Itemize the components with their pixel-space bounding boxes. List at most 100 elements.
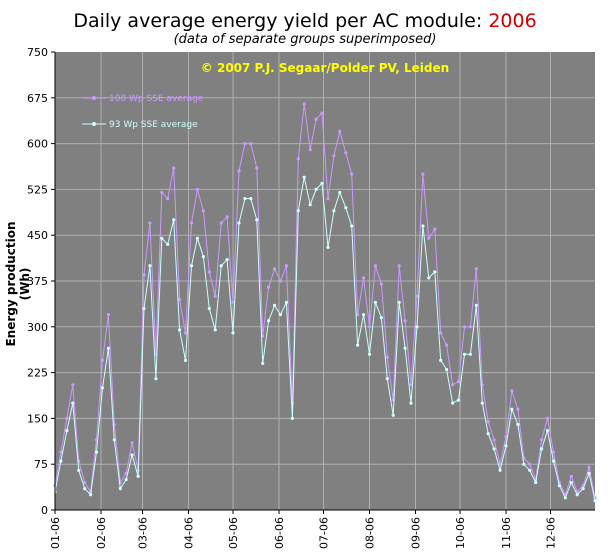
data-point-0 (249, 142, 253, 146)
data-point-1 (569, 480, 573, 485)
data-point-0 (468, 325, 472, 329)
data-point-0 (587, 465, 591, 469)
data-point-0 (166, 197, 170, 201)
copyright-text: © 2007 P.J. Segaar/Polder PV, Leiden (201, 61, 449, 75)
data-point-0 (172, 166, 176, 170)
data-point-0 (278, 279, 283, 283)
data-point-0 (462, 325, 467, 329)
data-point-1 (403, 346, 407, 350)
data-point-0 (195, 187, 199, 191)
data-point-1 (106, 346, 110, 350)
chart-title-year: 2006 (488, 10, 537, 32)
chart-title-text: Daily average energy yield per AC module… (73, 10, 489, 32)
data-point-1 (587, 471, 591, 475)
data-point-0 (433, 227, 437, 231)
data-point-0 (415, 294, 419, 298)
data-point-0 (528, 462, 532, 466)
data-point-1 (261, 361, 265, 365)
data-point-1 (397, 300, 401, 304)
y-tick-label: 75 (34, 458, 48, 471)
data-point-1 (563, 496, 567, 500)
data-point-1 (433, 270, 437, 274)
data-point-1 (385, 377, 389, 381)
data-point-1 (338, 190, 342, 195)
data-point-1 (118, 487, 122, 491)
data-point-1 (480, 401, 484, 405)
legend-label-93: 93 Wp SSE average (109, 120, 198, 130)
data-point-1 (296, 209, 300, 213)
data-point-1 (290, 416, 294, 420)
y-tick-label: 300 (27, 321, 48, 334)
data-point-0 (427, 236, 431, 240)
data-point-0 (255, 166, 259, 170)
series-line-0 (54, 103, 596, 498)
data-point-1 (308, 203, 312, 207)
x-tick-label: 08-06 (364, 517, 377, 549)
data-point-1 (178, 328, 182, 332)
series-layer (53, 102, 597, 503)
data-point-0 (356, 313, 360, 317)
data-point-1 (581, 487, 585, 491)
data-point-1 (255, 218, 259, 222)
data-point-1 (445, 367, 449, 372)
legend: 108 Wp SSE average 93 Wp SSE average (82, 94, 204, 130)
data-point-0 (451, 383, 455, 387)
data-point-0 (373, 264, 377, 268)
legend-marker-93 (92, 122, 96, 126)
data-point-0 (439, 331, 443, 335)
data-point-1 (462, 352, 467, 356)
data-point-0 (267, 285, 271, 289)
data-point-0 (492, 438, 496, 442)
data-point-0 (326, 197, 330, 201)
data-point-0 (516, 407, 520, 411)
data-point-1 (213, 328, 217, 332)
data-point-0 (83, 480, 87, 485)
data-point-1 (284, 300, 288, 304)
data-point-1 (273, 303, 277, 307)
x-tick-label: 05-06 (227, 517, 240, 549)
data-point-0 (545, 416, 550, 420)
data-point-0 (320, 111, 324, 115)
data-point-1 (249, 197, 253, 201)
data-point-1 (100, 386, 105, 390)
legend-label-108: 108 Wp SSE average (109, 94, 204, 104)
x-tick-label: 04-06 (183, 517, 196, 549)
data-point-0 (189, 221, 194, 225)
data-point-1 (391, 413, 395, 417)
data-point-1 (219, 264, 223, 268)
data-point-1 (112, 438, 116, 442)
x-tick-label: 12-06 (544, 517, 557, 549)
data-point-1 (510, 407, 514, 411)
y-tick-label: 525 (27, 183, 48, 196)
data-point-1 (314, 187, 318, 191)
data-point-0 (540, 438, 544, 442)
data-point-0 (243, 142, 247, 146)
data-point-1 (451, 401, 455, 405)
series-line-1 (54, 177, 596, 501)
data-point-1 (332, 209, 336, 213)
data-point-1 (142, 306, 146, 311)
data-point-1 (551, 459, 556, 463)
data-point-0 (59, 450, 63, 454)
data-point-0 (486, 419, 490, 424)
data-point-1 (166, 242, 170, 246)
data-point-0 (225, 215, 229, 219)
x-tick-label: 07-06 (318, 517, 331, 549)
data-point-0 (350, 172, 354, 176)
data-point-0 (385, 355, 389, 359)
data-point-1 (439, 358, 443, 362)
data-point-0 (302, 102, 306, 106)
data-point-1 (183, 358, 188, 362)
data-point-0 (201, 209, 205, 213)
data-point-1 (456, 398, 461, 402)
axis-layer: 0 75 150 225 300 375 450 525 600 675 750 01-06 02-06… (27, 46, 595, 549)
legend-marker-108 (92, 96, 96, 100)
data-point-1 (593, 499, 597, 503)
data-point-1 (545, 429, 550, 433)
data-point-1 (59, 459, 63, 463)
data-point-0 (100, 358, 105, 362)
data-point-1 (356, 343, 360, 347)
data-point-0 (148, 221, 152, 225)
data-point-0 (273, 267, 277, 271)
